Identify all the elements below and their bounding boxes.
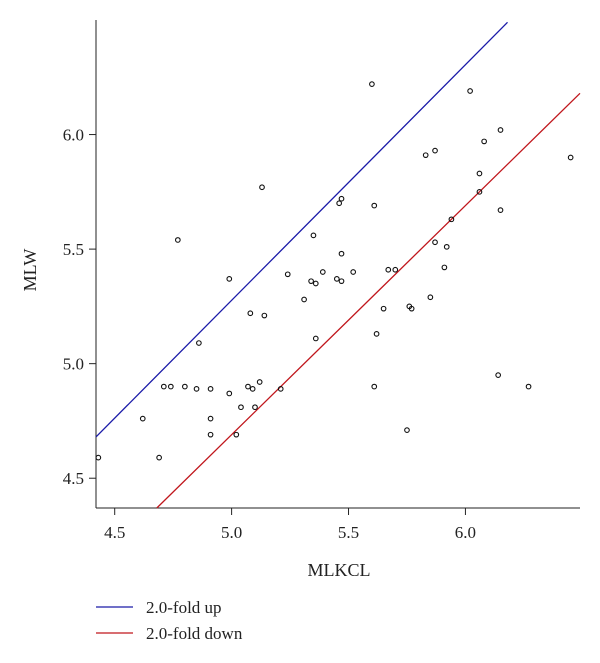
data-point: [182, 383, 188, 390]
data-point: [284, 271, 291, 278]
data-point: [350, 269, 357, 275]
data-point: [308, 278, 314, 285]
data-point: [408, 305, 415, 312]
data-point: [312, 280, 319, 287]
data-point: [301, 296, 307, 303]
data-point: [338, 195, 345, 202]
data-point: [371, 383, 378, 390]
x-axis-title: MLKCL: [308, 560, 371, 580]
data-point: [95, 454, 102, 461]
data-point: [380, 305, 387, 312]
data-point: [338, 250, 345, 257]
fold-down-line: [156, 92, 581, 509]
y-tick-label: 4.5: [63, 469, 84, 488]
data-point: [373, 331, 380, 337]
data-point: [497, 207, 504, 214]
data-point: [467, 88, 473, 94]
data-point: [481, 138, 487, 145]
data-point: [256, 379, 263, 385]
data-point: [312, 335, 319, 342]
data-point: [333, 276, 340, 282]
y-tick-label: 6.0: [63, 126, 84, 145]
data-point: [249, 386, 256, 392]
x-tick-label: 6.0: [455, 523, 476, 542]
data-point: [476, 170, 483, 177]
y-ticks: 4.5 5.0 5.5 6.0: [63, 126, 96, 488]
data-point: [277, 386, 284, 392]
reference-lines: [95, 21, 581, 509]
data-point: [432, 147, 438, 154]
data-point: [392, 266, 399, 273]
data-point: [259, 184, 265, 191]
data-point: [385, 266, 392, 273]
data-point: [443, 243, 450, 250]
legend-label: 2.0-fold down: [146, 624, 243, 643]
data-point: [160, 383, 167, 390]
data-point: [226, 276, 233, 282]
data-point: [156, 454, 162, 461]
legend: 2.0-fold up 2.0-fold down: [96, 598, 243, 643]
x-tick-label: 5.5: [338, 523, 359, 542]
data-point: [495, 372, 502, 378]
data-point: [252, 404, 258, 411]
data-point: [422, 152, 429, 159]
data-point: [174, 237, 181, 243]
data-point: [196, 340, 202, 346]
data-point: [371, 202, 378, 209]
data-point: [207, 415, 214, 422]
y-tick-label: 5.5: [63, 240, 84, 259]
data-point: [567, 154, 574, 161]
y-tick-label: 5.0: [63, 355, 84, 374]
axes: [95, 20, 580, 509]
fold-up-line: [95, 21, 508, 438]
x-tick-label: 5.0: [221, 523, 242, 542]
data-point: [369, 81, 375, 88]
x-ticks: 4.5 5.0 5.5 6.0: [104, 508, 476, 542]
data-point: [448, 216, 455, 223]
data-point: [245, 383, 251, 390]
data-point: [167, 383, 174, 390]
data-point: [497, 127, 504, 133]
data-point: [139, 415, 146, 422]
data-points: [95, 81, 574, 461]
data-point: [310, 232, 317, 239]
legend-label: 2.0-fold up: [146, 598, 222, 617]
data-point: [247, 310, 254, 317]
data-point: [233, 431, 240, 438]
data-point: [404, 427, 410, 433]
data-point: [427, 294, 434, 301]
data-point: [319, 269, 326, 275]
data-point: [432, 239, 438, 246]
data-point: [525, 383, 532, 390]
data-point: [238, 404, 244, 411]
data-point: [193, 386, 200, 392]
data-point: [226, 390, 233, 397]
data-point: [336, 200, 343, 207]
data-point: [338, 278, 345, 285]
data-point: [207, 386, 214, 392]
data-point: [261, 312, 268, 319]
y-axis-title: MLW: [20, 249, 40, 292]
x-tick-label: 4.5: [104, 523, 125, 542]
data-point: [207, 431, 214, 438]
data-point: [476, 188, 483, 195]
data-point: [441, 264, 448, 271]
